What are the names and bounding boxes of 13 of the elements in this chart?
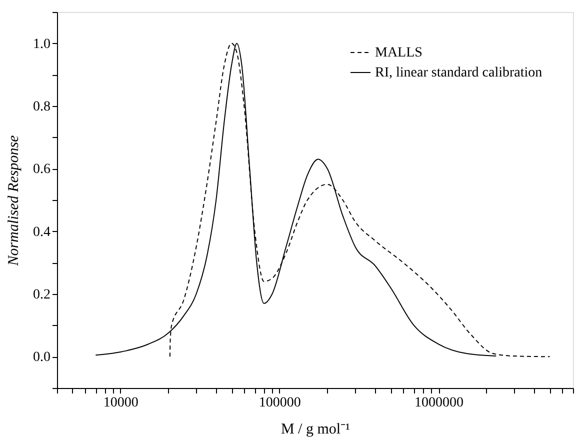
legend-label: RI, linear standard calibration	[375, 66, 542, 80]
y-tick-label: 0.0	[33, 350, 50, 366]
y-tick-label: 0.4	[33, 224, 50, 240]
x-tick-label: 1000000	[414, 396, 464, 410]
x-axis-title: M / g mol⁻¹	[280, 422, 350, 438]
y-axis-title: Normalised Response	[6, 134, 22, 267]
x-tick-label: 10000	[103, 396, 138, 410]
y-tick-label: 0.2	[33, 288, 50, 302]
x-tick-label: 100000	[258, 396, 301, 410]
y-tick-label: 0.6	[33, 162, 50, 178]
y-tick-label: 1.0	[33, 36, 50, 52]
legend-label: MALLS	[375, 46, 422, 60]
y-tick-label: 0.8	[33, 100, 50, 114]
